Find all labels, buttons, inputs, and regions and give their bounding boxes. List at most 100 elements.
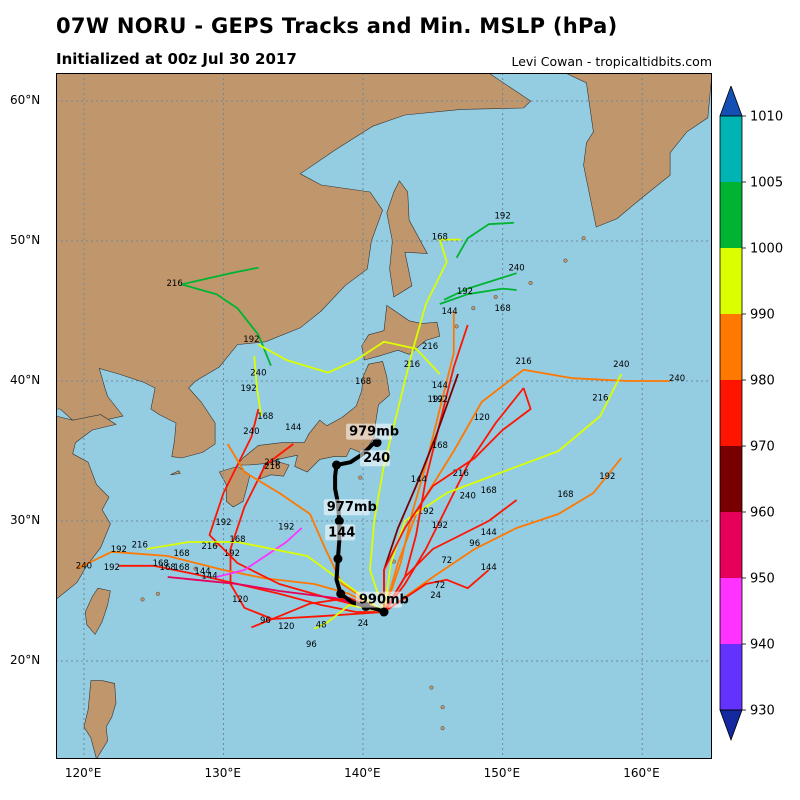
colorbar-tick-label: 1005 [750, 176, 783, 191]
forecast-hour-label: 144 [441, 307, 457, 317]
forecast-hour-label: 168 [160, 563, 176, 573]
member-track-15 [439, 287, 517, 305]
lat-tick-label: 30°N [10, 513, 41, 527]
small-island [528, 280, 533, 285]
mean-track-point [333, 554, 343, 564]
forecast-hour-label: 24 [358, 619, 369, 629]
pressure-colorbar: 1010 1005 1000 990 980 970 960 950 940 930 [719, 86, 783, 742]
colorbar-frame [719, 115, 743, 711]
forecast-hour-label: 168 [173, 563, 189, 573]
forecast-hour-label: 144 [285, 423, 301, 433]
luzon-land [83, 680, 117, 759]
ensemble-member-tracks: 1201922161681922401441681921922401441681… [76, 212, 685, 650]
forecast-hour-label: 192 [599, 472, 615, 482]
colorbar-segment [720, 446, 742, 512]
colorbar-tick-label: 980 [750, 374, 775, 389]
land-layer [56, 73, 712, 759]
forecast-hour-label: 72 [434, 581, 445, 591]
forecast-hour-label: 240 [508, 263, 524, 273]
small-island [193, 566, 198, 571]
annotation-box [360, 450, 391, 467]
member-track-14 [443, 272, 517, 301]
small-island [440, 705, 445, 710]
forecast-hour-label: 192 [418, 507, 434, 517]
mean-pressure-label: 144 [328, 525, 355, 540]
colorbar-segment [720, 512, 742, 578]
small-island [155, 591, 160, 596]
forecast-hour-label: 24 [430, 591, 441, 601]
lat-tick-label: 60°N [10, 93, 41, 107]
colorbar-tick-label: 940 [750, 638, 775, 653]
forecast-hour-label: 192 [215, 518, 231, 528]
forecast-hour-label: 120 [278, 622, 294, 632]
lon-tick-label: 140°E [344, 766, 381, 780]
forecast-hour-label: 144 [432, 381, 448, 391]
colorbar-tick-label: 960 [750, 506, 775, 521]
colorbar-segment [720, 116, 742, 182]
lon-tick-label: 130°E [204, 766, 241, 780]
page-title: 07W NORU - GEPS Tracks and Min. MSLP (hP… [56, 14, 618, 38]
asia-mainland-land [56, 73, 532, 459]
forecast-hour-label: 96 [469, 539, 480, 549]
lat-tick-label: 50°N [10, 233, 41, 247]
forecast-hour-label: 168 [229, 535, 245, 545]
track-map: 1201922161681922401441681921922401441681… [56, 73, 712, 759]
forecast-hour-label: 48 [316, 620, 327, 630]
forecast-hour-label: 144 [201, 571, 217, 581]
colorbar-tick-label: 990 [750, 308, 775, 323]
forecast-hour-label: 216 [515, 357, 531, 367]
mean-annotations: 979mb 240 977mb 144 990mb [323, 423, 409, 608]
mean-pressure-label: 977mb [327, 500, 377, 515]
hokkaido-land [361, 304, 441, 361]
colorbar-tick-label: 1010 [750, 110, 783, 125]
forecast-hour-label: 168 [257, 412, 273, 422]
forecast-hour-label: 240 [243, 427, 259, 437]
member-track-16 [180, 266, 272, 366]
small-island [358, 475, 363, 480]
jeju-land [170, 470, 181, 476]
small-island [581, 236, 586, 241]
member-track-12 [369, 238, 461, 613]
mean-track-point [379, 607, 389, 617]
forecast-hour-label: 216 [201, 542, 217, 552]
forecast-hour-label: 216 [404, 360, 420, 370]
lon-tick-label: 150°E [483, 766, 521, 780]
forecast-hour-label: 240 [460, 492, 476, 502]
member-track-5 [167, 576, 385, 613]
gridlines [56, 73, 712, 759]
forecast-hour-label: 168 [481, 486, 497, 496]
member-track-3 [118, 564, 384, 613]
kyushu-land [218, 466, 251, 508]
forecast-hour-label: 120 [474, 413, 490, 423]
forecast-hour-label: 120 [232, 595, 248, 605]
forecast-hour-label: 216 [264, 462, 280, 472]
member-track-7 [383, 457, 623, 613]
mean-track-point [334, 516, 344, 526]
colorbar-segment [720, 578, 742, 644]
member-track-19 [226, 443, 385, 613]
annotation-box [355, 591, 402, 608]
credit-text: Levi Cowan - tropicaltidbits.com [511, 54, 712, 69]
colorbar-tick-label: 950 [750, 572, 775, 587]
forecast-hour-label: 192 [428, 395, 444, 405]
colorbar-tick-label: 1000 [750, 242, 783, 257]
annotation-box [323, 499, 370, 516]
forecast-hour-label: 216 [422, 342, 438, 352]
forecast-hour-label: 168 [432, 233, 448, 243]
mean-pressure-label: 979mb [349, 425, 399, 440]
member-track-23 [216, 527, 303, 578]
member-track-26 [383, 499, 518, 613]
forecast-hour-label: 192 [432, 521, 448, 531]
colorbar-segment [720, 314, 742, 380]
member-track-25 [383, 387, 532, 612]
lat-tick-label: 20°N [10, 653, 41, 667]
mean-track-point [372, 438, 382, 448]
china-coast-south-land [56, 414, 117, 600]
annotation-box [346, 423, 393, 440]
forecast-hour-label: 192 [457, 287, 473, 297]
forecast-hour-label: 168 [557, 490, 573, 500]
member-track-11 [383, 311, 455, 613]
member-track-9 [383, 373, 623, 613]
lon-tick-label: 160°E [623, 766, 660, 780]
sakhalin-land [386, 180, 428, 298]
